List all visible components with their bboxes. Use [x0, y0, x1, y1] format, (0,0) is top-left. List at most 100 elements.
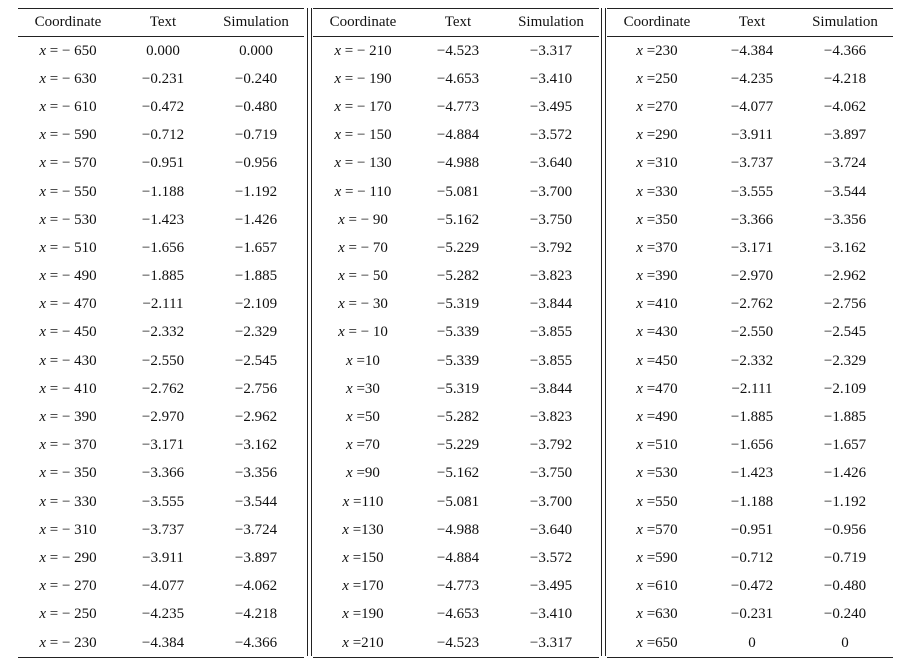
text-header: Text: [118, 8, 208, 37]
coordinate-cell: x = − 310: [18, 516, 118, 544]
text-value-cell: −3.737: [141, 521, 185, 538]
coordinate-variable: x: [636, 521, 643, 538]
coordinate-value: =610: [646, 578, 678, 595]
coordinate-cell: x = − 230: [18, 629, 118, 658]
coordinate-variable: x: [39, 155, 46, 172]
simulation-value-cell: −3.750: [529, 211, 573, 228]
coordinate-variable: x: [636, 211, 643, 228]
text-value-cell: −0.712: [730, 549, 774, 566]
column-divider: [307, 8, 308, 656]
simulation-value-cell: −0.956: [234, 155, 278, 172]
coordinate-variable: x: [39, 211, 46, 228]
coordinate-variable: x: [334, 70, 341, 87]
coordinate-variable: x: [346, 437, 353, 454]
coordinate-cell: x =230: [607, 37, 707, 66]
coordinate-cell: x =30: [313, 375, 413, 403]
coordinate-value: = − 430: [49, 352, 97, 369]
coordinate-variable: x: [636, 352, 643, 369]
text-value-cell: −1.188: [730, 493, 774, 510]
simulation-value-cell: −2.756: [823, 296, 867, 313]
simulation-value-cell: −3.897: [823, 127, 867, 144]
coordinate-variable: x: [636, 324, 643, 341]
coordinate-cell: x =210: [313, 629, 413, 658]
coordinate-cell: x = − 30: [313, 291, 413, 319]
table-row: x =230 −4.384 −4.366: [607, 37, 893, 66]
coordinate-value: = − 390: [49, 409, 97, 426]
coordinate-value: =110: [353, 493, 384, 510]
table-row: x = − 610 −0.472 −0.480: [18, 93, 304, 121]
coordinate-cell: x = − 90: [313, 206, 413, 234]
simulation-value-cell: −3.700: [529, 183, 573, 200]
coordinate-variable: x: [39, 324, 46, 341]
coordinate-value: = − 490: [49, 268, 97, 285]
coordinate-cell: x =10: [313, 347, 413, 375]
coordinate-value: =510: [646, 437, 678, 454]
coordinate-cell: x =390: [607, 263, 707, 291]
coordinate-variable: x: [636, 296, 643, 313]
coordinate-cell: x =490: [607, 403, 707, 431]
coordinate-variable: x: [636, 239, 643, 256]
text-value-cell: −5.282: [436, 268, 480, 285]
coordinate-cell: x =130: [313, 516, 413, 544]
text-value-cell: −2.970: [730, 268, 774, 285]
coordinate-value: = − 210: [344, 42, 392, 59]
coordinate-variable: x: [636, 493, 643, 510]
simulation-value-cell: −1.885: [234, 268, 278, 285]
simulation-value-cell: −1.426: [234, 211, 278, 228]
coordinate-variable: x: [334, 183, 342, 200]
table-row: x =510 −1.656 −1.657: [607, 432, 893, 460]
coordinate-value: = − 290: [49, 549, 97, 566]
text-value-cell: −4.653: [436, 606, 480, 623]
simulation-value-cell: −3.356: [823, 211, 867, 228]
text-value-cell: −4.235: [141, 606, 185, 623]
table-row: x = − 570 −0.951 −0.956: [18, 150, 304, 178]
coordinate-cell: x = − 430: [18, 347, 118, 375]
coordinate-cell: x =430: [607, 319, 707, 347]
text-value-cell: −5.162: [436, 465, 480, 482]
coordinate-cell: x = − 530: [18, 206, 118, 234]
coordinate-cell: x =610: [607, 573, 707, 601]
coordinate-value: = − 610: [49, 98, 97, 115]
simulation-header: Simulation: [797, 8, 893, 37]
coordinate-variable: x: [346, 380, 353, 397]
simulation-value-cell: −3.495: [529, 98, 573, 115]
coordinate-value: =210: [352, 634, 384, 651]
coordinate-variable: x: [636, 409, 643, 426]
coordinate-value: = − 130: [344, 155, 392, 172]
coordinate-variable: x: [334, 98, 341, 115]
coordinate-variable: x: [342, 521, 349, 538]
simulation-value-cell: −2.109: [234, 296, 278, 313]
coordinate-header: Coordinate: [18, 8, 118, 37]
text-value-cell: −5.319: [436, 296, 480, 313]
coordinate-variable: x: [39, 549, 46, 566]
coordinate-variable: x: [39, 380, 46, 397]
simulation-value-cell: −2.329: [234, 324, 278, 341]
table-row: x =450 −2.332 −2.329: [607, 347, 893, 375]
table-row: x =470 −2.111 −2.109: [607, 375, 893, 403]
coordinate-cell: x = − 210: [313, 37, 413, 66]
table-row: x = − 530 −1.423 −1.426: [18, 206, 304, 234]
table-row: x = − 390 −2.970 −2.962: [18, 403, 304, 431]
simulation-header: Simulation: [208, 8, 304, 37]
coordinate-variable: x: [338, 268, 345, 285]
coordinate-variable: x: [636, 183, 643, 200]
coordinate-variable: x: [39, 127, 46, 144]
text-value-cell: −1.423: [730, 465, 774, 482]
coordinate-value: = − 570: [49, 155, 97, 172]
simulation-value-cell: −3.700: [529, 493, 573, 510]
simulation-value-cell: −3.897: [234, 549, 278, 566]
coordinate-value: = − 90: [348, 211, 388, 228]
coordinate-value: = − 510: [49, 239, 97, 256]
simulation-value-cell: −2.756: [234, 380, 278, 397]
coordinate-cell: x = − 550: [18, 178, 118, 206]
coordinate-value: =10: [356, 352, 380, 369]
simulation-value-cell: −4.366: [823, 42, 867, 59]
coordinate-variable: x: [39, 352, 46, 369]
simulation-value-cell: −0.956: [823, 521, 867, 538]
table-row: x = − 410 −2.762 −2.756: [18, 375, 304, 403]
table-row: x = − 310 −3.737 −3.724: [18, 516, 304, 544]
text-value-cell: −0.951: [141, 155, 185, 172]
text-value-cell: −5.319: [436, 380, 480, 397]
coordinate-value: = − 650: [49, 42, 97, 59]
